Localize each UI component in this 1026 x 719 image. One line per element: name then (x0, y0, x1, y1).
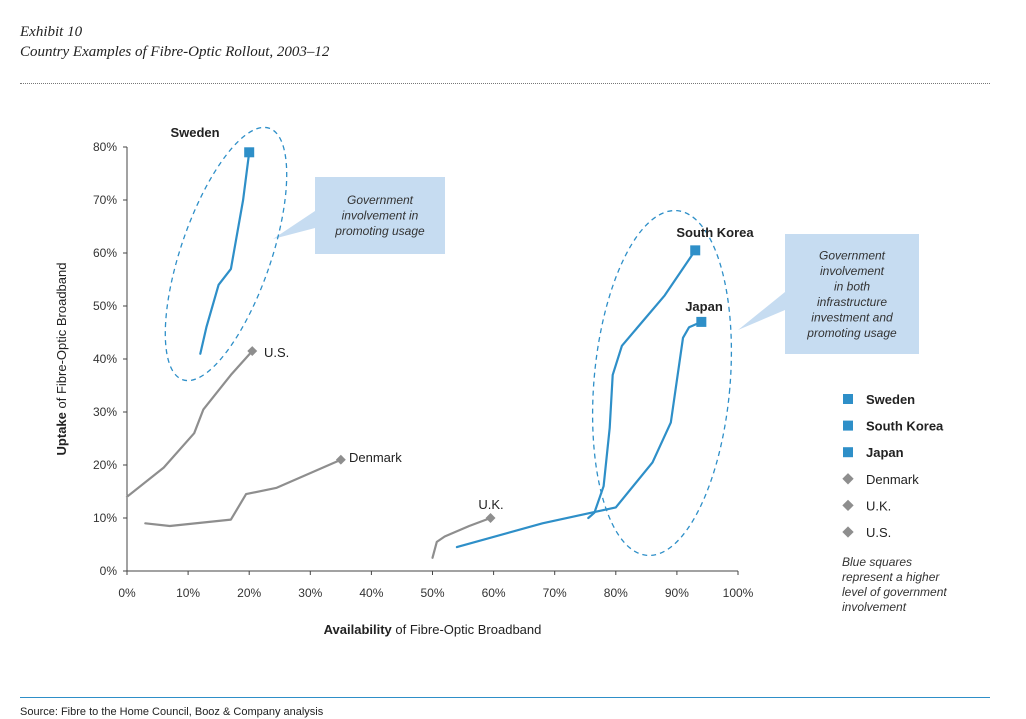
y-tick-label: 50% (93, 299, 117, 313)
x-tick-label: 80% (604, 586, 628, 600)
callout-government-infrastructure-text-line: in both (834, 279, 870, 293)
series-label-denmark: Denmark (349, 450, 402, 465)
legend-label-denmark: Denmark (866, 472, 919, 487)
y-tick-label: 0% (100, 564, 118, 578)
legend-label-sweden: Sweden (866, 392, 915, 407)
series-line-japan (455, 320, 703, 549)
series-marker-denmark (335, 454, 346, 465)
callout-government-usage-box (315, 177, 445, 254)
series-marker-u-k (485, 513, 496, 523)
callout-government-infrastructure-text-line: infrastructure (817, 295, 887, 309)
series-label-japan: Japan (685, 299, 723, 314)
y-tick-label: 40% (93, 352, 117, 366)
callout-government-infrastructure-box (785, 234, 919, 354)
legend-diamond-denmark (842, 473, 854, 485)
legend-label-u-k: U.K. (866, 498, 891, 513)
series-line-u-s (125, 349, 254, 498)
series-label-u-s: U.S. (264, 345, 289, 360)
series-label-u-k: U.K. (478, 497, 503, 512)
y-tick-label: 20% (93, 458, 117, 472)
x-tick-label: 70% (543, 586, 567, 600)
y-axis-title: Uptake of Fibre-Optic Broadband (54, 263, 69, 456)
x-tick-label: 90% (665, 586, 689, 600)
callout-government-usage-text-line: Government (347, 193, 414, 207)
series-label-sweden: Sweden (170, 125, 219, 140)
source-note: Source: Fibre to the Home Council, Booz … (20, 706, 324, 718)
legend-square-sweden (843, 394, 853, 404)
callout-government-usage-text-line: promoting usage (334, 224, 425, 238)
sweden-highlight-ellipse (164, 126, 288, 382)
x-tick-label: 60% (482, 586, 506, 600)
callout-government-infrastructure-text-line: investment and (811, 310, 893, 324)
series-marker-sweden (244, 147, 255, 158)
series-marker-u-s (247, 346, 258, 356)
series-line-south-korea (587, 249, 697, 520)
series-line-u-k (431, 516, 492, 559)
x-tick-label: 0% (118, 586, 136, 600)
legend-square-south-korea (843, 420, 853, 431)
legend-square-japan (843, 447, 853, 458)
x-tick-label: 50% (420, 586, 444, 600)
chart-title: Country Examples of Fibre-Optic Rollout,… (20, 44, 330, 60)
y-tick-label: 10% (93, 511, 117, 525)
callout-government-infrastructure-text-line: promoting usage (806, 326, 897, 340)
x-tick-label: 10% (176, 586, 200, 600)
source-divider (20, 697, 990, 698)
legend-label-japan: Japan (866, 445, 904, 460)
legend-diamond-u-k (842, 499, 854, 512)
callout-government-infrastructure-text-line: involvement (820, 264, 885, 278)
series-marker-japan (696, 316, 707, 327)
legend-note-line: level of government (842, 585, 947, 599)
x-tick-label: 100% (723, 586, 754, 600)
y-tick-label: 60% (93, 246, 117, 260)
legend-note-line: represent a higher (842, 570, 940, 584)
x-tick-label: 20% (237, 586, 261, 600)
y-tick-label: 30% (93, 405, 117, 419)
x-tick-label: 30% (298, 586, 322, 600)
title-divider (20, 83, 990, 84)
y-tick-label: 80% (93, 140, 117, 154)
legend-note-line: Blue squares (842, 555, 912, 569)
callout-government-usage-pointer (273, 211, 315, 239)
x-axis-title: Availability of Fibre-Optic Broadband (324, 622, 542, 637)
legend-diamond-u-s (842, 526, 854, 538)
legend-label-u-s: U.S. (866, 525, 891, 540)
callout-government-infrastructure-pointer (738, 292, 785, 330)
x-tick-label: 40% (359, 586, 383, 600)
series-line-denmark (144, 458, 342, 528)
series-label-south-korea: South Korea (676, 225, 754, 240)
legend-note-line: involvement (842, 600, 907, 614)
callout-government-infrastructure-text-line: Government (819, 248, 886, 262)
y-tick-label: 70% (93, 193, 117, 207)
series-line-sweden (199, 151, 251, 355)
series-marker-south-korea (690, 245, 701, 256)
exhibit-number: Exhibit 10 (20, 24, 83, 40)
legend-label-south-korea: South Korea (866, 419, 944, 434)
callout-government-usage-text-line: involvement in (342, 209, 419, 223)
korea-japan-highlight-ellipse (591, 209, 733, 557)
